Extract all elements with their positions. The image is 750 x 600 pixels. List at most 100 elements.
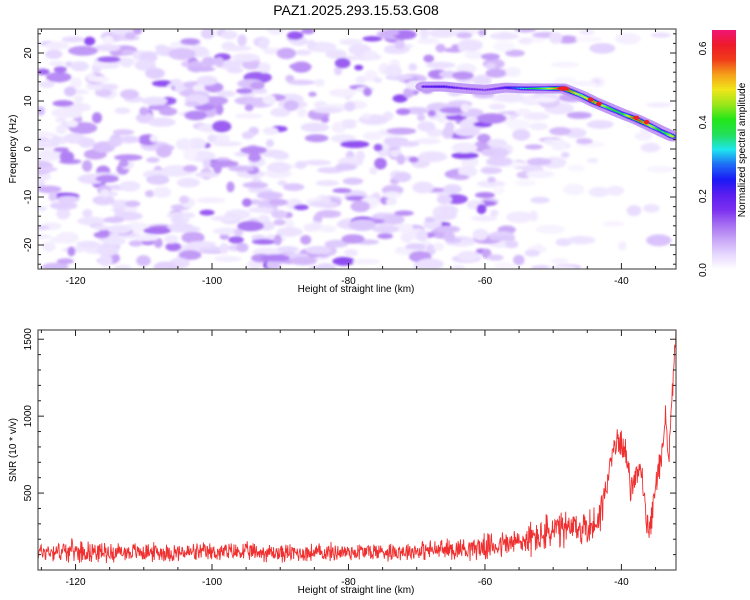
colorbar-segment: [712, 64, 736, 67]
heatmap-cell: [256, 191, 283, 200]
colorbar-tick-label: 0.2: [698, 189, 709, 203]
heatmap-cell: [76, 240, 101, 249]
heatmap-cell: [330, 134, 357, 143]
heatmap-cell: [82, 209, 93, 218]
colorbar-segment: [712, 204, 736, 207]
heatmap-cell: [386, 127, 417, 135]
colorbar-segment: [712, 92, 736, 95]
colorbar-segment: [712, 262, 736, 265]
y-tick-label: -10: [23, 189, 34, 204]
heatmap-ridge-cell: [445, 86, 448, 88]
colorbar-segment: [712, 80, 736, 83]
colorbar-segment: [712, 100, 736, 103]
heatmap-cell: [262, 127, 279, 135]
heatmap-ticks: [38, 29, 676, 269]
colorbar-segment: [712, 184, 736, 187]
heatmap-cell: [168, 48, 196, 60]
heatmap-cell: [419, 29, 429, 39]
colorbar-segment: [712, 234, 736, 237]
heatmap-y-axis-label: Frequency (Hz): [8, 115, 19, 184]
heatmap-ridge-cell: [488, 88, 492, 91]
colorbar-segment: [712, 98, 736, 101]
heatmap-cell: [646, 102, 672, 108]
heatmap-cell: [477, 133, 491, 143]
colorbar-label: Normalized spectral amplitude: [737, 82, 748, 217]
x-tick-label: -80: [341, 577, 356, 588]
heatmap-cell: [266, 259, 282, 269]
heatmap-ridge-cell: [551, 87, 555, 90]
heatmap-cell: [472, 228, 489, 241]
heatmap-cell: [535, 224, 566, 234]
heatmap-cell: [320, 116, 330, 123]
heatmap-cell: [640, 142, 661, 153]
heatmap-cell: [276, 227, 303, 237]
heatmap-ridge-cell: [570, 91, 574, 93]
heatmap-cell: [434, 225, 461, 233]
colorbar-segment: [712, 50, 736, 53]
heatmap-cell: [153, 237, 163, 248]
heatmap-cell: [171, 225, 201, 233]
heatmap-cell: [452, 265, 465, 269]
colorbar-segment: [712, 74, 736, 77]
colorbar-segment: [712, 188, 736, 191]
heatmap-cell: [212, 227, 241, 235]
heatmap-cell: [184, 110, 208, 121]
heatmap-cell: [155, 44, 168, 51]
heatmap-cell: [276, 47, 296, 60]
heatmap-cell: [361, 113, 371, 120]
heatmap-cell: [452, 71, 474, 80]
colorbar-segment: [712, 242, 736, 245]
heatmap-cell: [320, 196, 331, 204]
heatmap-cell: [51, 134, 61, 147]
heatmap-cell: [120, 57, 134, 68]
heatmap-cell: [194, 172, 219, 178]
colorbar-segment: [712, 216, 736, 219]
heatmap-ridge-cell: [577, 93, 580, 96]
heatmap-cell: [207, 134, 217, 143]
x-tick-label: -60: [478, 577, 493, 588]
heatmap-cell: [362, 36, 383, 42]
heatmap-cell: [460, 103, 470, 113]
colorbar-segment: [712, 266, 736, 269]
heatmap-cell: [124, 200, 141, 208]
heatmap-cell: [248, 207, 275, 213]
heatmap-cell: [94, 88, 112, 97]
heatmap-cell: [441, 127, 454, 139]
colorbar-segment: [712, 250, 736, 253]
heatmap-cell: [315, 209, 342, 218]
colorbar-segment: [712, 134, 736, 137]
heatmap-cell: [251, 239, 276, 245]
heatmap-ridge-cell: [532, 87, 535, 90]
colorbar-segment: [712, 140, 736, 143]
colorbar-segment: [712, 102, 736, 105]
colorbar-segment: [712, 168, 736, 171]
heatmap-cell: [214, 57, 225, 68]
heatmap-cell: [334, 65, 343, 76]
heatmap-cell: [107, 138, 123, 147]
heatmap-cell: [237, 220, 264, 232]
heatmap-cell: [61, 36, 85, 43]
colorbar-segment: [712, 118, 736, 121]
y-tick-label: 1000: [23, 405, 34, 428]
heatmap-peak: [596, 101, 602, 107]
colorbar-segment: [712, 30, 736, 33]
heatmap-cell: [202, 159, 212, 169]
heatmap-cell: [408, 156, 419, 163]
heatmap-cell: [393, 171, 412, 183]
heatmap-cell: [210, 215, 240, 221]
heatmap-cell: [651, 32, 671, 38]
heatmap-y-tick-labels: -20 -10 0 10 20: [23, 47, 34, 252]
colorbar-segment: [712, 82, 736, 85]
colorbar-segment: [712, 198, 736, 201]
heatmap-ridge-cell: [547, 87, 550, 90]
heatmap-cell: [433, 242, 444, 251]
colorbar-tick-labels: 0.0 0.2 0.4 0.6: [698, 41, 709, 277]
heatmap-cell: [272, 151, 290, 160]
heatmap-cell: [289, 256, 318, 266]
heatmap-cell: [606, 185, 625, 196]
colorbar-segment: [712, 218, 736, 221]
heatmap-cell: [248, 199, 261, 205]
heatmap-cell: [384, 29, 400, 36]
x-tick-label: -120: [66, 577, 86, 588]
